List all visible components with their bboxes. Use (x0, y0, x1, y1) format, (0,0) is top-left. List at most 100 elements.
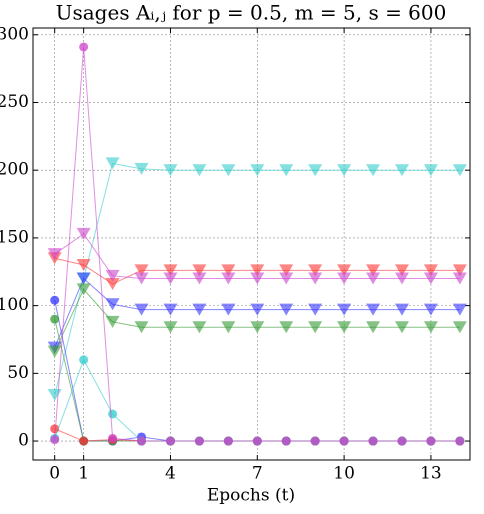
triangle-marker (192, 321, 207, 334)
triangle-marker (76, 283, 91, 296)
triangle-marker (163, 321, 178, 334)
triangle-marker (394, 303, 409, 316)
triangle-marker (221, 264, 236, 277)
x-tick-label: 7 (252, 464, 263, 484)
triangle-marker (308, 303, 323, 316)
circle-marker (108, 409, 118, 419)
y-tick-label: 50 (7, 363, 29, 383)
triangle-marker (366, 272, 381, 285)
triangle-marker (423, 264, 438, 277)
chart-title: Usages Aᵢ,ⱼ for p = 0.5, m = 5, s = 600 (56, 1, 447, 25)
triangle-marker (221, 321, 236, 334)
triangle-marker (192, 272, 207, 285)
triangle-marker (192, 164, 207, 177)
triangle-marker (423, 272, 438, 285)
y-tick-label: 0 (18, 431, 29, 451)
triangle-marker (163, 164, 178, 177)
triangle-marker (366, 164, 381, 177)
triangle-marker (105, 298, 120, 311)
circle-marker (368, 436, 378, 446)
triangle-marker (134, 303, 149, 316)
triangle-marker (163, 264, 178, 277)
triangle-marker (76, 227, 91, 240)
triangle-marker (250, 303, 265, 316)
triangle-marker (308, 272, 323, 285)
triangle-marker (134, 264, 149, 277)
triangle-marker (308, 321, 323, 334)
circle-marker (252, 436, 262, 446)
triangle-marker (47, 248, 62, 261)
triangle-marker (105, 315, 120, 328)
triangle-marker (337, 303, 352, 316)
triangle-marker (423, 321, 438, 334)
triangle-marker (452, 264, 467, 277)
triangle-marker (134, 272, 149, 285)
triangle-marker (279, 164, 294, 177)
y-tick-label: 150 (0, 227, 29, 247)
y-tick-label: 200 (0, 160, 29, 180)
x-tick-label: 10 (333, 464, 355, 484)
triangle-marker (221, 303, 236, 316)
x-tick-label: 1 (78, 464, 89, 484)
triangle-marker (250, 272, 265, 285)
triangle-marker (76, 258, 91, 271)
triangle-marker (337, 321, 352, 334)
triangle-marker (394, 164, 409, 177)
triangle-marker (279, 321, 294, 334)
circle-marker (281, 436, 291, 446)
triangle-marker (105, 269, 120, 282)
x-tick-label: 13 (420, 464, 442, 484)
circle-marker (108, 433, 118, 443)
triangle-marker (366, 264, 381, 277)
triangle-marker (163, 272, 178, 285)
triangle-marker (250, 321, 265, 334)
triangle-marker (337, 264, 352, 277)
triangle-marker (452, 321, 467, 334)
triangle-marker (250, 264, 265, 277)
triangle-marker (452, 272, 467, 285)
x-axis-label: Epochs (t) (207, 486, 295, 506)
triangle-marker (279, 272, 294, 285)
triangle-marker (394, 264, 409, 277)
x-tick-label: 0 (49, 464, 60, 484)
x-tick-label: 4 (165, 464, 176, 484)
circle-marker (310, 436, 320, 446)
circle-marker (397, 436, 407, 446)
triangle-marker (337, 272, 352, 285)
triangle-marker (134, 321, 149, 334)
triangle-marker (47, 388, 62, 401)
circle-marker (79, 42, 89, 52)
triangle-marker (279, 303, 294, 316)
triangle-marker (105, 157, 120, 170)
triangle-marker (279, 264, 294, 277)
triangle-marker (134, 162, 149, 175)
triangle-marker (221, 164, 236, 177)
triangle-marker (452, 303, 467, 316)
triangle-marker (394, 321, 409, 334)
triangle-marker (192, 303, 207, 316)
triangle-marker (105, 277, 120, 290)
circle-marker (426, 436, 436, 446)
triangle-marker (192, 264, 207, 277)
triangle-marker (452, 164, 467, 177)
circle-marker (223, 436, 233, 446)
triangle-marker (250, 164, 265, 177)
triangle-marker (308, 264, 323, 277)
triangle-marker (163, 303, 178, 316)
triangle-marker (47, 345, 62, 358)
circle-marker (50, 295, 60, 305)
plot-frame (32, 27, 471, 461)
triangle-marker (76, 272, 91, 285)
triangle-marker (337, 164, 352, 177)
triangle-marker (423, 164, 438, 177)
y-tick-label: 250 (0, 92, 29, 112)
triangle-marker (308, 164, 323, 177)
circle-marker (339, 436, 349, 446)
triangle-marker (394, 272, 409, 285)
triangle-marker (366, 303, 381, 316)
y-tick-label: 100 (0, 295, 29, 315)
circle-marker (165, 436, 175, 446)
triangle-marker (221, 272, 236, 285)
circle-marker (137, 436, 147, 446)
